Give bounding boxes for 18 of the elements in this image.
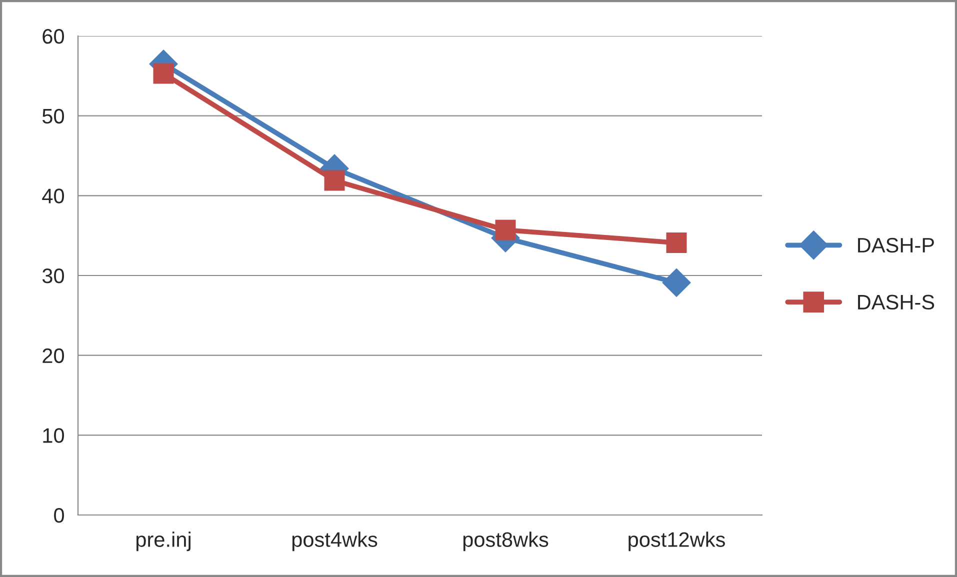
legend-label: DASH-P [858,238,934,253]
x-tick-label: post4wks [292,532,378,552]
x-tick-label: post12wks [628,532,725,552]
legend-label: DASH-S [858,294,934,310]
point [666,232,687,254]
y-tick-label: 50 [42,108,64,124]
point [324,170,345,191]
y-tick-label: 0 [54,508,64,523]
point [662,268,691,297]
point [495,220,516,240]
y-tick-label: 10 [43,428,64,443]
point [153,63,174,84]
y-tick-label: 60 [42,29,64,44]
y-tick-label: 40 [42,188,64,204]
y-tick-label: 20 [42,348,64,364]
y-tick-label: 30 [42,268,64,284]
x-tick-label: post8wks [463,532,548,552]
x-tick-label: pre.inj [136,532,190,552]
